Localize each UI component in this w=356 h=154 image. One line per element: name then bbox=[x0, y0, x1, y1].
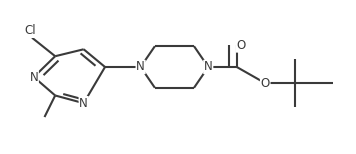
Text: O: O bbox=[261, 77, 270, 90]
Text: N: N bbox=[204, 61, 213, 73]
Text: N: N bbox=[30, 71, 38, 83]
Text: N: N bbox=[79, 97, 88, 110]
Text: Cl: Cl bbox=[25, 24, 36, 37]
Text: N: N bbox=[136, 61, 145, 73]
Text: O: O bbox=[236, 39, 246, 52]
